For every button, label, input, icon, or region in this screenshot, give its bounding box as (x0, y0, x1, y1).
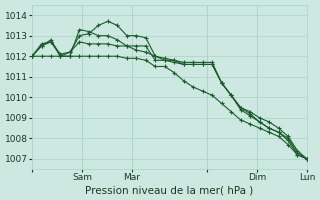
X-axis label: Pression niveau de la mer( hPa ): Pression niveau de la mer( hPa ) (85, 185, 254, 195)
